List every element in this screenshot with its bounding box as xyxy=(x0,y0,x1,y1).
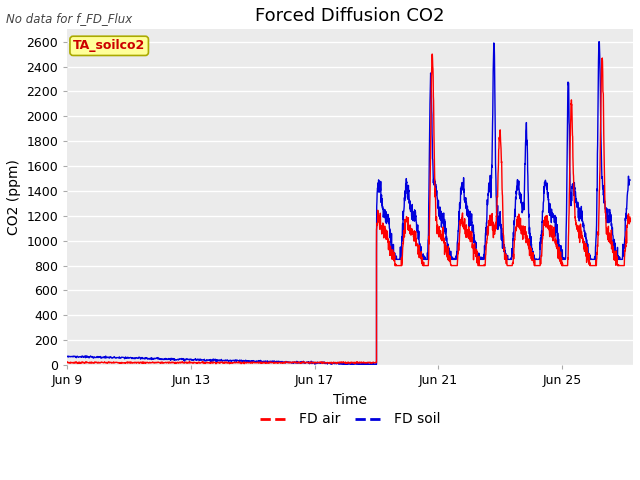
X-axis label: Time: Time xyxy=(333,393,367,407)
Text: TA_soilco2: TA_soilco2 xyxy=(73,39,145,52)
Legend: FD air, FD soil: FD air, FD soil xyxy=(255,407,445,432)
Text: No data for f_FD_Flux: No data for f_FD_Flux xyxy=(6,12,132,25)
Title: Forced Diffusion CO2: Forced Diffusion CO2 xyxy=(255,7,445,25)
Y-axis label: CO2 (ppm): CO2 (ppm) xyxy=(7,159,21,235)
